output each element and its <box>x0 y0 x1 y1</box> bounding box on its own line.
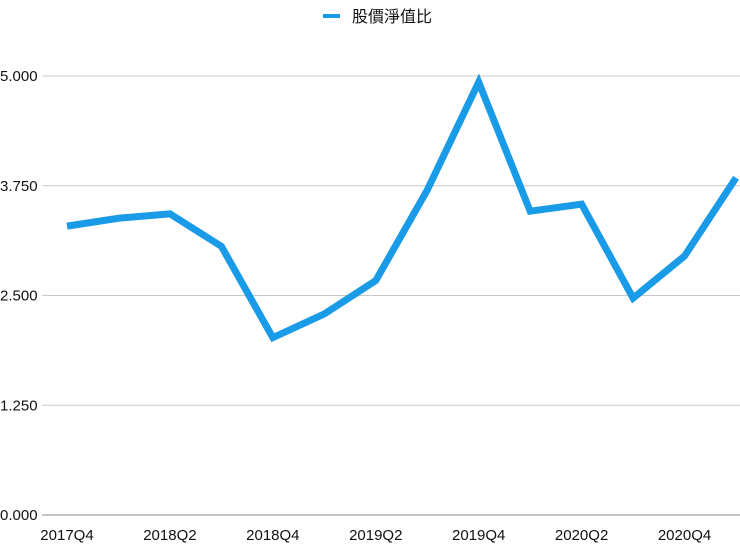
y-tick-label: 3.750 <box>0 178 38 195</box>
x-tick-label: 2020Q2 <box>555 527 608 544</box>
y-tick-label: 0.000 <box>0 507 38 524</box>
legend-label: 股價淨值比 <box>352 8 432 26</box>
y-tick-label: 5.000 <box>0 68 38 85</box>
x-tick-label: 2018Q4 <box>246 527 299 544</box>
series-line <box>66 73 739 343</box>
x-tick-label: 2018Q2 <box>143 527 196 544</box>
x-tick-label: 2019Q2 <box>349 527 402 544</box>
x-tick-label: 2017Q4 <box>40 527 93 544</box>
legend: 股價淨值比 <box>323 8 432 26</box>
x-tick-label: 2019Q4 <box>452 527 505 544</box>
y-tick-label: 2.500 <box>0 288 38 305</box>
y-tick-label: 1.250 <box>0 397 38 414</box>
x-tick-label: 2020Q4 <box>658 527 711 544</box>
